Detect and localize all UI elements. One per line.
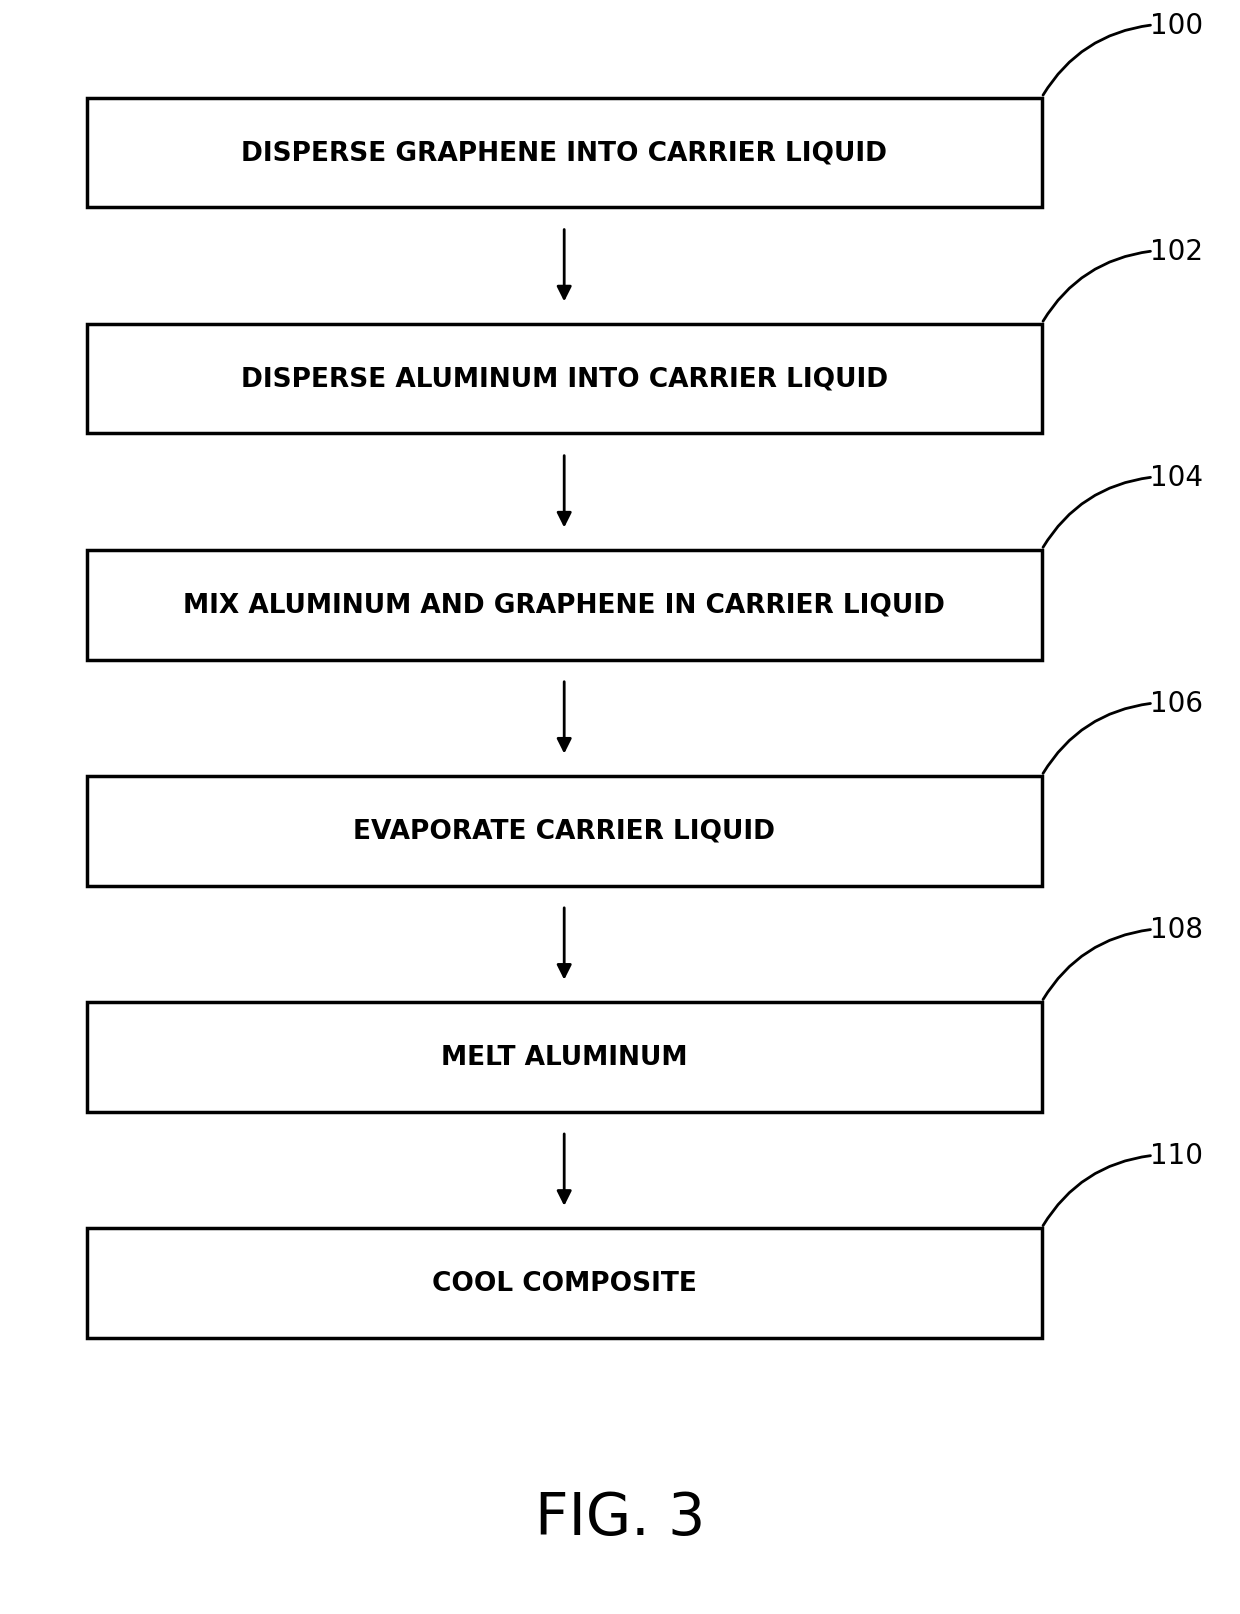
Text: 106: 106 [1149, 689, 1203, 718]
Text: 104: 104 [1149, 463, 1203, 492]
Text: EVAPORATE CARRIER LIQUID: EVAPORATE CARRIER LIQUID [353, 818, 775, 844]
Text: 108: 108 [1149, 915, 1203, 944]
Text: 110: 110 [1149, 1141, 1203, 1170]
Bar [87, 1228, 1042, 1338]
Text: 102: 102 [1149, 237, 1203, 266]
Text: DISPERSE GRAPHENE INTO CARRIER LIQUID: DISPERSE GRAPHENE INTO CARRIER LIQUID [242, 140, 887, 166]
Text: COOL COMPOSITE: COOL COMPOSITE [432, 1270, 697, 1296]
Text: DISPERSE ALUMINUM INTO CARRIER LIQUID: DISPERSE ALUMINUM INTO CARRIER LIQUID [241, 366, 888, 392]
Bar [87, 324, 1042, 434]
Text: FIG. 3: FIG. 3 [534, 1488, 706, 1546]
Bar [87, 776, 1042, 886]
Bar [87, 98, 1042, 208]
Bar [87, 1002, 1042, 1112]
Text: MELT ALUMINUM: MELT ALUMINUM [441, 1044, 687, 1070]
Text: MIX ALUMINUM AND GRAPHENE IN CARRIER LIQUID: MIX ALUMINUM AND GRAPHENE IN CARRIER LIQ… [184, 592, 945, 618]
Text: 100: 100 [1149, 11, 1203, 40]
Bar [87, 550, 1042, 660]
